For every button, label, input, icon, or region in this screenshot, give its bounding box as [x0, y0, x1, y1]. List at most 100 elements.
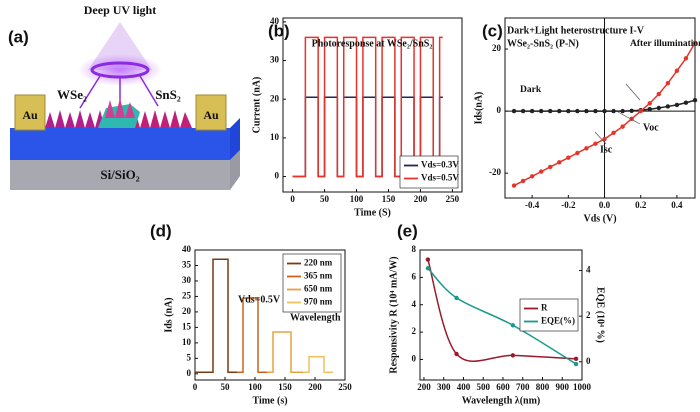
data-point [629, 108, 634, 113]
data-point [593, 108, 598, 114]
annotation: Isc [600, 144, 613, 155]
y-tick-label: 4 [412, 299, 417, 309]
y-tick-label: 40 [182, 244, 192, 254]
legend: R EQE(%) [519, 298, 579, 332]
data-point [529, 108, 535, 114]
data-point [683, 100, 689, 105]
chart: (c) -0.4 -0.2 0.0 0.2 0.4 -20 0 20 Vds (V) Ids(nA)… [473, 17, 700, 224]
y-tick-label: 20 [492, 43, 502, 53]
panel-a: (a) Deep UV light Si/SiO₂ Au Au WSe₂ SnS… [8, 3, 240, 190]
substrate-front [10, 160, 230, 190]
electrode [14, 94, 46, 131]
legend-label: Vds=0.3V [421, 160, 459, 170]
data-point [520, 108, 526, 114]
data-point [611, 108, 616, 114]
chart: (b) 0 50 100 150 200 250 0 10 20 30 40 Time (S) Curre… [251, 16, 463, 218]
sns2-flakes [130, 110, 192, 128]
annotation: Dark+Light heterostructure I-V [507, 25, 645, 36]
x-tick-label: 250 [446, 194, 460, 204]
data-point [602, 108, 607, 114]
data-point [647, 101, 652, 106]
y2-tick-label: 4 [586, 265, 591, 275]
electrode-label: Au [22, 108, 38, 122]
panel-label: (d) [150, 221, 172, 240]
y-tick-label: 15 [182, 321, 192, 331]
data-point [425, 257, 431, 262]
x-tick-label: 700 [516, 382, 530, 392]
data-point [674, 68, 680, 73]
oxide-front [10, 128, 230, 160]
light-label: Deep UV light [84, 3, 156, 17]
annotation: Wavelength [290, 312, 341, 323]
data-point [602, 136, 607, 142]
data-point [529, 174, 535, 179]
data-point [674, 102, 680, 108]
data-point [656, 91, 662, 97]
y-tick-label: 8 [412, 244, 417, 254]
pointer [625, 83, 641, 101]
x-tick-label: 0.2 [635, 200, 647, 210]
x-tick-label: 0 [290, 194, 295, 204]
data-point [557, 108, 562, 114]
y-tick-label: 20 [182, 306, 192, 316]
data-point [548, 108, 553, 114]
substrate-label: Si/SiO₂ [100, 167, 139, 182]
y-tick-label: 0 [497, 105, 502, 115]
electrode [195, 94, 227, 131]
series-line [427, 267, 577, 365]
series-line [267, 331, 306, 374]
legend-frame [399, 155, 459, 189]
series-line [427, 259, 577, 363]
legend: 220 nm 365 nm 650 nm 970 nm [282, 253, 342, 313]
y-tick-label: 0 [275, 171, 280, 181]
legend-frame [519, 298, 579, 332]
x-tick-label: 200 [308, 382, 322, 392]
annotation: Photoresponse at WSe₂/SnS₂ [312, 38, 433, 49]
data-point [573, 356, 579, 361]
y-tick-label: 5 [187, 352, 192, 362]
y-tick-label: 10 [270, 132, 280, 142]
data-point [520, 178, 526, 184]
pointer [617, 111, 641, 125]
y-tick-label: 35 [182, 260, 192, 270]
data-point [566, 155, 571, 160]
y-tick-label: 20 [270, 93, 280, 103]
data-point [566, 108, 571, 114]
x-tick-label: 900 [555, 382, 569, 392]
data-point [454, 295, 459, 301]
y-axis-label: Ids(nA) [473, 92, 484, 125]
panel-label: (a) [8, 27, 29, 46]
chart: (d) 0 50 100 150 200 250 0 5 10 15 20 25 30 35 40 Time (… [150, 221, 352, 406]
data-point [584, 108, 589, 114]
x-tick-label: 600 [496, 382, 510, 392]
legend-label: 220 nm [304, 258, 333, 268]
x-tick-label: 500 [476, 382, 490, 392]
x-axis-label: Time (S) [354, 207, 391, 218]
y2-tick-label: 0 [586, 356, 591, 366]
pointer [594, 131, 607, 145]
plot-frame [194, 249, 346, 381]
y-axis-label: Current (nA) [251, 77, 262, 134]
data-point [620, 124, 625, 129]
data-point [510, 323, 516, 328]
x-tick-label: 100 [248, 382, 262, 392]
y-tick-label: 0 [412, 354, 417, 364]
series-name: Dark [520, 85, 542, 95]
series-line [303, 356, 333, 374]
legend-label: 365 nm [304, 271, 333, 281]
data-point [656, 105, 662, 111]
data-point [425, 266, 431, 271]
data-point [665, 104, 671, 109]
legend: Vds=0.3V Vds=0.5V [399, 155, 459, 189]
series-line [237, 297, 273, 374]
lamp-ring [90, 61, 150, 79]
data-point [647, 107, 652, 112]
y-axis-label: Ids (nA) [163, 297, 174, 332]
data-point [573, 361, 579, 367]
data-point [575, 150, 580, 156]
data-point [584, 146, 589, 151]
y2-tick-label: 2 [586, 310, 591, 320]
x-tick-label: 150 [278, 382, 292, 392]
x-tick-label: 0 [193, 382, 198, 392]
